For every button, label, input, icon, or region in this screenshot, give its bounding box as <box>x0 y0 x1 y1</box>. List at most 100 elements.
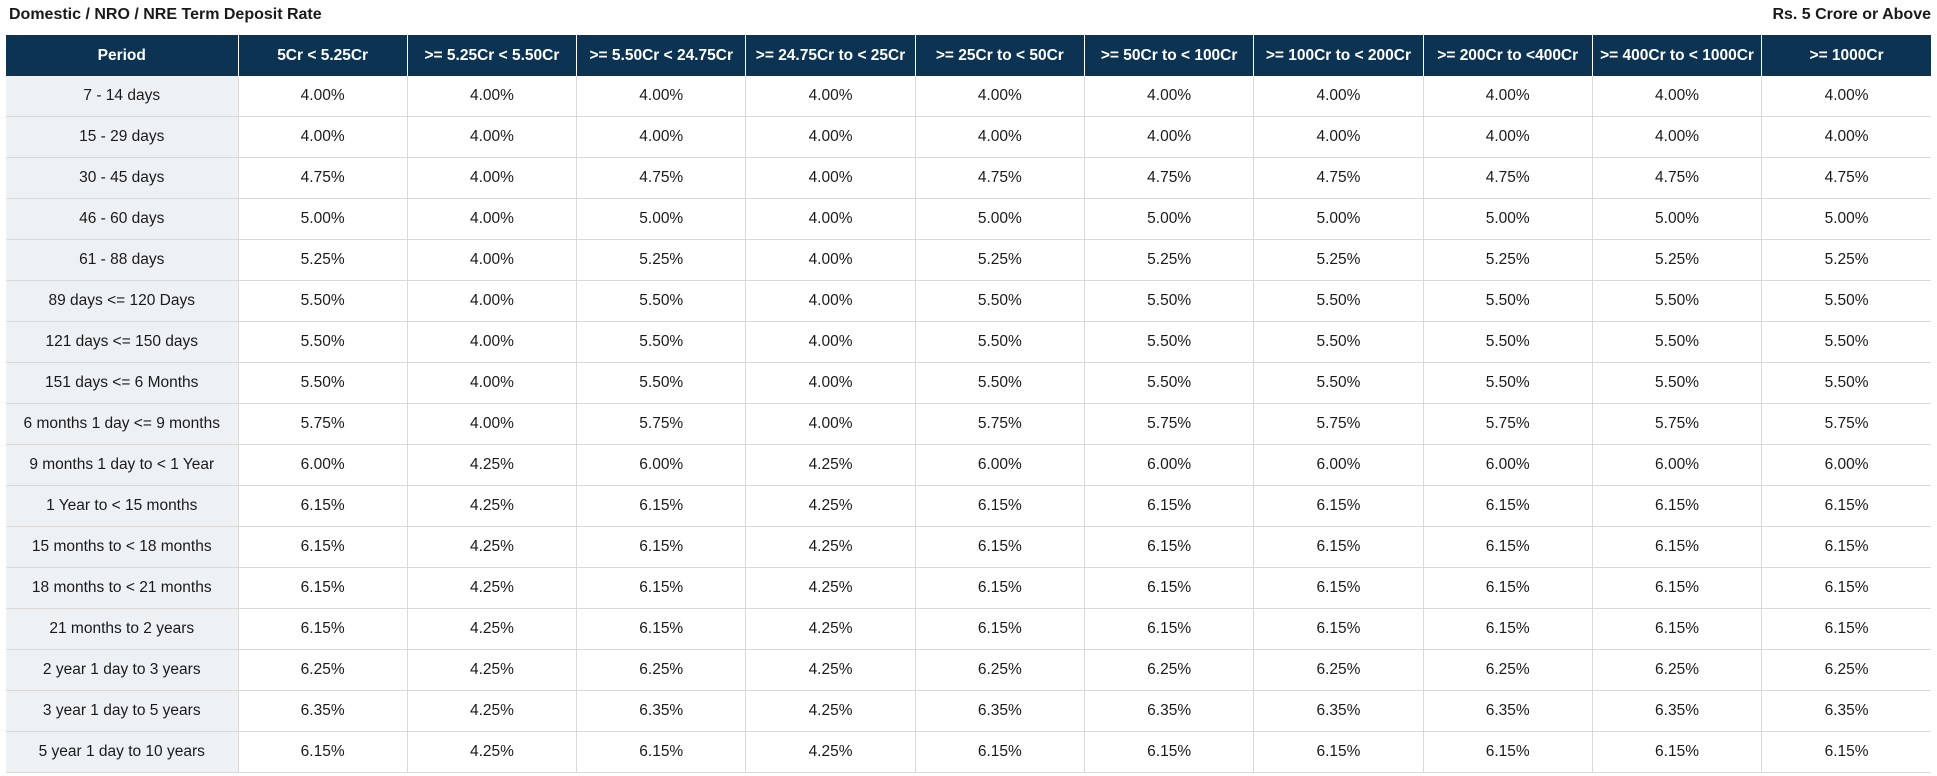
rate-cell: 5.50% <box>1084 280 1255 322</box>
rate-cell: 4.25% <box>745 608 916 650</box>
rate-cell: 4.25% <box>745 731 916 773</box>
column-header-amount: >= 400Cr to < 1000Cr <box>1592 35 1763 76</box>
rate-cell: 6.15% <box>1253 567 1424 609</box>
rate-cell: 4.00% <box>745 157 916 199</box>
rate-cell: 5.25% <box>1253 239 1424 281</box>
rate-cell: 4.00% <box>745 76 916 117</box>
table-row: 15 months to < 18 months 6.15% 4.25% 6.15% 4… <box>6 526 1931 568</box>
rate-cell: 4.00% <box>745 280 916 322</box>
rate-cell: 6.25% <box>238 649 408 691</box>
rate-cell: 5.75% <box>576 403 747 445</box>
table-row: 89 days <= 120 Days 5.50% 4.00% 5.50% 4.00% 5… <box>6 280 1931 322</box>
period-cell: 7 - 14 days <box>6 76 239 117</box>
period-cell: 18 months to < 21 months <box>6 567 239 609</box>
rate-cell: 4.00% <box>407 157 578 199</box>
column-header-amount: >= 24.75Cr to < 25Cr <box>745 35 916 76</box>
rate-cell: 4.75% <box>576 157 747 199</box>
rate-cell: 4.00% <box>407 198 578 240</box>
rate-cell: 4.00% <box>1423 116 1593 158</box>
rate-cell: 6.35% <box>1253 690 1424 732</box>
rate-cell: 5.00% <box>915 198 1085 240</box>
rate-cell: 5.50% <box>1253 280 1424 322</box>
rate-cell: 4.00% <box>915 76 1085 117</box>
rate-cell: 4.75% <box>1253 157 1424 199</box>
rate-cell: 5.50% <box>915 280 1085 322</box>
rate-cell: 4.00% <box>745 403 916 445</box>
rate-cell: 4.75% <box>1592 157 1763 199</box>
period-cell: 3 year 1 day to 5 years <box>6 690 239 732</box>
rate-cell: 5.50% <box>238 321 408 363</box>
rate-cell: 6.25% <box>1592 649 1763 691</box>
rate-cell: 5.00% <box>576 198 747 240</box>
rate-cell: 6.15% <box>576 485 747 527</box>
rate-cell: 4.00% <box>407 116 578 158</box>
rate-cell: 6.35% <box>915 690 1085 732</box>
rate-cell: 4.00% <box>745 198 916 240</box>
table-row: 21 months to 2 years 6.15% 4.25% 6.15% 4.25%… <box>6 608 1931 650</box>
rate-cell: 4.75% <box>1423 157 1593 199</box>
rate-cell: 6.15% <box>1592 567 1763 609</box>
rate-cell: 5.50% <box>915 362 1085 404</box>
rate-cell: 5.25% <box>1423 239 1593 281</box>
rate-cell: 6.00% <box>1253 444 1424 486</box>
rate-cell: 6.15% <box>1761 731 1931 773</box>
rate-cell: 4.00% <box>407 362 578 404</box>
rate-cell: 6.15% <box>1423 567 1593 609</box>
rate-cell: 6.15% <box>915 608 1085 650</box>
rate-cell: 5.25% <box>1761 239 1931 281</box>
rate-cell: 5.50% <box>238 280 408 322</box>
rate-cell: 4.25% <box>745 485 916 527</box>
rate-cell: 4.00% <box>745 362 916 404</box>
rate-cell: 5.00% <box>1761 198 1931 240</box>
rate-cell: 5.25% <box>238 239 408 281</box>
rate-cell: 4.75% <box>915 157 1085 199</box>
table-row: 46 - 60 days 5.00% 4.00% 5.00% 4.00% 5.00% 5.0… <box>6 198 1931 240</box>
rate-cell: 5.50% <box>1253 362 1424 404</box>
rate-cell: 5.00% <box>1253 198 1424 240</box>
page-title: Domestic / NRO / NRE Term Deposit Rate <box>9 6 322 23</box>
period-cell: 15 months to < 18 months <box>6 526 239 568</box>
table-row: 3 year 1 day to 5 years 6.35% 4.25% 6.35% 4.… <box>6 690 1931 732</box>
rate-cell: 4.00% <box>407 403 578 445</box>
rate-cell: 4.25% <box>745 526 916 568</box>
rate-cell: 4.75% <box>1761 157 1931 199</box>
rate-cell: 5.50% <box>1592 362 1763 404</box>
table-row: 1 Year to < 15 months 6.15% 4.25% 6.15% 4.25… <box>6 485 1931 527</box>
rate-cell: 5.50% <box>1253 321 1424 363</box>
rate-cell: 5.50% <box>1423 280 1593 322</box>
rate-cell: 4.25% <box>407 690 578 732</box>
rate-cell: 4.00% <box>1253 116 1424 158</box>
column-header-amount: >= 1000Cr <box>1761 35 1931 76</box>
column-header-amount: 5Cr < 5.25Cr <box>238 35 408 76</box>
rate-cell: 4.00% <box>1761 76 1931 117</box>
rate-cell: 4.00% <box>407 280 578 322</box>
period-cell: 61 - 88 days <box>6 239 239 281</box>
rate-cell: 4.25% <box>407 649 578 691</box>
rate-cell: 5.00% <box>1592 198 1763 240</box>
rate-cell: 6.15% <box>915 731 1085 773</box>
rate-cell: 4.00% <box>1084 76 1255 117</box>
rate-cell: 6.35% <box>1592 690 1763 732</box>
rate-cell: 5.75% <box>915 403 1085 445</box>
rate-cell: 5.75% <box>1084 403 1255 445</box>
rate-cell: 5.50% <box>915 321 1085 363</box>
rate-cell: 6.25% <box>576 649 747 691</box>
rate-cell: 6.15% <box>1423 608 1593 650</box>
rate-cell: 6.15% <box>1761 526 1931 568</box>
rate-cell: 5.50% <box>576 321 747 363</box>
rate-cell: 4.00% <box>1423 76 1593 117</box>
rate-cell: 6.15% <box>238 485 408 527</box>
rate-cell: 6.15% <box>238 608 408 650</box>
rate-cell: 6.15% <box>1423 526 1593 568</box>
rate-cell: 6.15% <box>1084 731 1255 773</box>
rate-cell: 6.15% <box>915 567 1085 609</box>
column-header-amount: >= 50Cr to < 100Cr <box>1084 35 1255 76</box>
period-cell: 15 - 29 days <box>6 116 239 158</box>
table-header-row: Period 5Cr < 5.25Cr >= 5.25Cr < 5.50Cr >= 5… <box>6 35 1931 76</box>
rate-cell: 6.15% <box>1592 485 1763 527</box>
rate-cell: 4.25% <box>745 444 916 486</box>
rate-cell: 6.15% <box>1423 485 1593 527</box>
rate-cell: 6.15% <box>1423 731 1593 773</box>
rate-cell: 6.35% <box>1761 690 1931 732</box>
rate-cell: 6.00% <box>576 444 747 486</box>
